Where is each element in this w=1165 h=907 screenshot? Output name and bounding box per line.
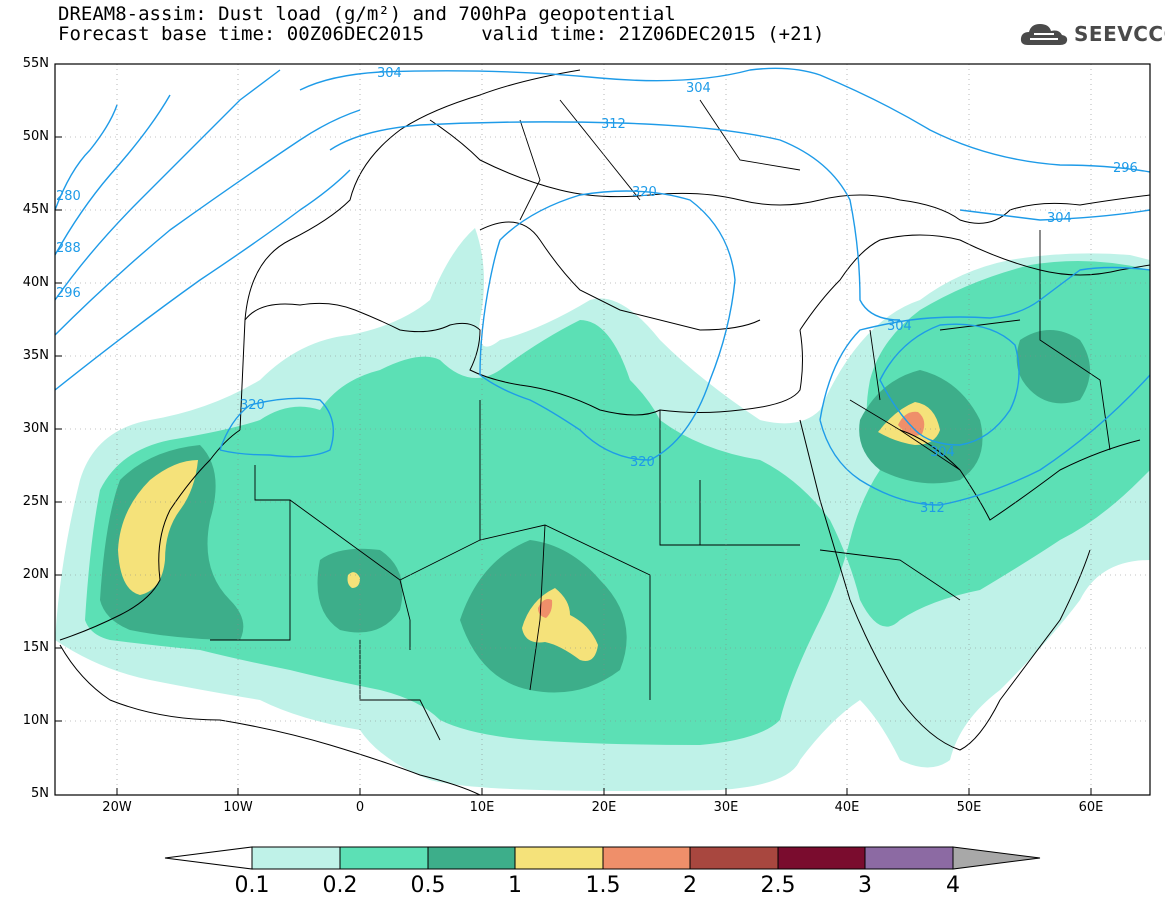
- lat-label: 15N: [22, 640, 49, 655]
- lon-label: 50E: [956, 800, 982, 815]
- contour-312-west: [54, 169, 351, 391]
- coastlines: [59, 69, 1151, 796]
- colorbar-segment: [514, 846, 604, 870]
- borders: [210, 99, 1111, 741]
- contour-320: [479, 190, 736, 461]
- contour-304-north: [299, 67, 1151, 173]
- contour-304-east: [879, 323, 1020, 446]
- lon-label: 20W: [102, 800, 132, 815]
- colorbar-label: 1: [508, 873, 522, 898]
- lat-label: 20N: [22, 567, 49, 582]
- contour-label: 304: [930, 445, 955, 460]
- contour-label: 320: [240, 398, 265, 413]
- lat-label: 55N: [22, 56, 49, 71]
- colorbar-label: 3: [858, 873, 872, 898]
- contour-312-east: [819, 266, 1151, 506]
- axis-ticks: [55, 63, 1092, 795]
- lat-label: 40N: [22, 275, 49, 290]
- colorbar-label: 1.5: [585, 873, 621, 898]
- contour-label: 296: [56, 286, 81, 301]
- contour-label: 320: [632, 185, 657, 200]
- colorbar-segment: [864, 846, 954, 870]
- contour-label: 288: [56, 241, 81, 256]
- lon-label: 10E: [469, 800, 495, 815]
- dust-level-1.5-chad: [538, 599, 553, 618]
- lon-label: 10W: [223, 800, 253, 815]
- contour-312-north: [329, 121, 901, 321]
- geopotential-contours: [54, 67, 1151, 506]
- lon-label: 40E: [834, 800, 860, 815]
- colorbar-segment: [602, 846, 691, 870]
- contour-320-west: [219, 397, 334, 458]
- map-subtitle: Forecast base time: 00Z06DEC2015 valid t…: [58, 23, 825, 45]
- lon-label: 30E: [713, 800, 739, 815]
- contour-296: [54, 69, 281, 301]
- contour-308-east: [959, 209, 1151, 221]
- contour-304-west: [54, 109, 361, 336]
- contour-label: 304: [377, 66, 402, 81]
- colorbar-label: 2: [683, 873, 697, 898]
- contour-label: 280: [56, 189, 81, 204]
- lat-label: 35N: [22, 348, 49, 363]
- contour-280: [54, 104, 118, 211]
- lat-label: 30N: [22, 421, 49, 436]
- colorbar-label: 0.5: [410, 873, 446, 898]
- lat-label: 10N: [22, 713, 49, 728]
- colorbar-label: 4: [946, 873, 960, 898]
- dust-level-1-west: [118, 460, 198, 595]
- contour-label: 304: [686, 81, 711, 96]
- lat-label: 50N: [22, 129, 49, 144]
- colorbar-segment: [427, 846, 516, 870]
- colorbar: [164, 846, 1041, 870]
- contour-label: 312: [920, 501, 945, 516]
- cloud-icon: [1020, 24, 1068, 45]
- colorbar-label: 0.1: [234, 873, 270, 898]
- colorbar-label: 2.5: [760, 873, 796, 898]
- contour-label: 296: [1113, 161, 1138, 176]
- lon-label: 20E: [591, 800, 617, 815]
- dust-fill: [55, 228, 1150, 791]
- colorbar-segment: [777, 846, 866, 870]
- lon-label: 0: [355, 800, 365, 815]
- logo-text: SEEVCCC: [1074, 22, 1165, 46]
- contour-label: 320: [630, 455, 655, 470]
- contour-288: [54, 94, 171, 256]
- colorbar-high-arrow: [952, 846, 1041, 870]
- lat-label: 25N: [22, 494, 49, 509]
- contour-label: 304: [1047, 211, 1072, 226]
- colorbar-low-arrow: [164, 846, 253, 870]
- contour-labels: 304 304 312 320 320 320 296 304 304 312 …: [56, 66, 1138, 516]
- dust-level-0.5-sahara: [317, 548, 403, 633]
- colorbar-segment: [251, 846, 341, 870]
- colorbar-segment: [339, 846, 429, 870]
- lat-label: 5N: [31, 786, 49, 801]
- dust-level-0.5-iran: [1016, 330, 1090, 404]
- seevccc-logo: SEEVCCC: [1018, 16, 1165, 52]
- colorbar-segment: [689, 846, 779, 870]
- lon-label: 60E: [1078, 800, 1104, 815]
- map-title: DREAM8-assim: Dust load (g/m²) and 700hP…: [58, 3, 676, 25]
- colorbar-label: 0.2: [322, 873, 358, 898]
- grid-lines: [55, 64, 1150, 795]
- contour-label: 304: [887, 319, 912, 334]
- dust-level-1-sahara: [347, 572, 360, 588]
- contour-label: 312: [601, 117, 626, 132]
- lat-label: 45N: [22, 202, 49, 217]
